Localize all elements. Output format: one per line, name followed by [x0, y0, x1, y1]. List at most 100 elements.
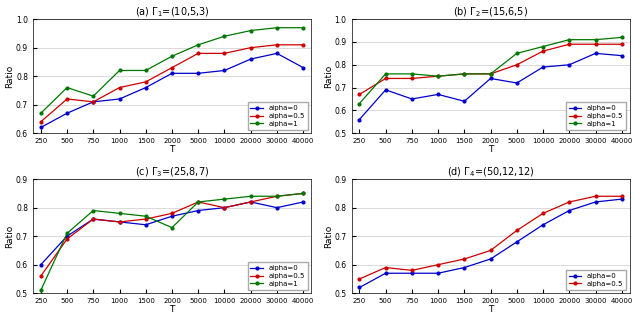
- alpha=1: [168, 226, 176, 229]
- alpha=0: [300, 200, 307, 204]
- alpha=0.5: [408, 76, 416, 80]
- X-axis label: T: T: [488, 146, 493, 155]
- alpha=0.5: [116, 220, 124, 224]
- alpha=1: [540, 44, 547, 48]
- alpha=0.5: [461, 72, 468, 76]
- alpha=1: [195, 200, 202, 204]
- alpha=0: [618, 54, 626, 58]
- alpha=1: [382, 72, 390, 76]
- alpha=0.5: [142, 217, 150, 221]
- alpha=0.5: [487, 72, 495, 76]
- alpha=0.5: [273, 194, 281, 198]
- alpha=1: [461, 72, 468, 76]
- alpha=1: [566, 38, 573, 42]
- alpha=0.5: [90, 100, 97, 104]
- alpha=0.5: [356, 92, 364, 96]
- alpha=1: [300, 191, 307, 195]
- Line: alpha=1: alpha=1: [358, 36, 623, 105]
- alpha=1: [273, 26, 281, 30]
- Line: alpha=0.5: alpha=0.5: [40, 192, 305, 277]
- alpha=0.5: [168, 212, 176, 215]
- alpha=1: [116, 212, 124, 215]
- alpha=0.5: [382, 76, 390, 80]
- Legend: alpha=0, alpha=0.5, alpha=1: alpha=0, alpha=0.5, alpha=1: [248, 102, 308, 130]
- alpha=1: [63, 86, 71, 90]
- alpha=0.5: [356, 277, 364, 281]
- alpha=0.5: [116, 86, 124, 90]
- Line: alpha=0.5: alpha=0.5: [358, 43, 623, 96]
- Y-axis label: Ratio: Ratio: [6, 65, 15, 88]
- alpha=0: [273, 206, 281, 210]
- alpha=0: [300, 66, 307, 69]
- alpha=1: [487, 72, 495, 76]
- alpha=0: [566, 63, 573, 67]
- alpha=0: [566, 209, 573, 212]
- Line: alpha=1: alpha=1: [40, 192, 305, 292]
- alpha=1: [37, 111, 45, 115]
- alpha=0.5: [63, 237, 71, 241]
- alpha=0.5: [300, 191, 307, 195]
- alpha=0: [168, 71, 176, 75]
- alpha=0: [116, 97, 124, 101]
- alpha=1: [195, 43, 202, 47]
- alpha=0.5: [247, 46, 255, 50]
- alpha=0: [247, 57, 255, 61]
- alpha=1: [90, 209, 97, 212]
- alpha=0: [168, 214, 176, 218]
- alpha=1: [168, 54, 176, 58]
- alpha=0: [221, 206, 228, 210]
- alpha=1: [247, 194, 255, 198]
- alpha=0: [592, 52, 600, 55]
- alpha=0: [90, 217, 97, 221]
- alpha=0: [513, 81, 521, 85]
- alpha=1: [435, 74, 442, 78]
- X-axis label: T: T: [170, 146, 175, 155]
- Line: alpha=0: alpha=0: [358, 52, 623, 121]
- Legend: alpha=0, alpha=0.5, alpha=1: alpha=0, alpha=0.5, alpha=1: [248, 262, 308, 290]
- alpha=0: [221, 68, 228, 72]
- Line: alpha=0.5: alpha=0.5: [40, 44, 305, 123]
- Y-axis label: Ratio: Ratio: [324, 225, 333, 248]
- alpha=1: [273, 194, 281, 198]
- alpha=0: [90, 100, 97, 104]
- alpha=0.5: [435, 74, 442, 78]
- alpha=0: [487, 257, 495, 261]
- Line: alpha=0.5: alpha=0.5: [358, 195, 623, 280]
- alpha=1: [513, 52, 521, 55]
- alpha=1: [356, 102, 364, 106]
- alpha=0: [540, 223, 547, 227]
- alpha=0: [435, 271, 442, 275]
- alpha=0.5: [592, 42, 600, 46]
- alpha=1: [37, 288, 45, 292]
- alpha=0: [142, 86, 150, 90]
- alpha=1: [142, 214, 150, 218]
- Title: (c) $\Gamma_3$=(25,8,7): (c) $\Gamma_3$=(25,8,7): [135, 165, 209, 179]
- alpha=0.5: [168, 66, 176, 69]
- alpha=0.5: [461, 257, 468, 261]
- alpha=0.5: [618, 42, 626, 46]
- alpha=1: [300, 26, 307, 30]
- alpha=0.5: [487, 249, 495, 252]
- alpha=0.5: [540, 49, 547, 53]
- alpha=0.5: [513, 63, 521, 67]
- alpha=0: [37, 125, 45, 129]
- alpha=0: [63, 111, 71, 115]
- alpha=1: [116, 68, 124, 72]
- Y-axis label: Ratio: Ratio: [6, 225, 15, 248]
- alpha=1: [221, 197, 228, 201]
- Line: alpha=0: alpha=0: [40, 52, 305, 129]
- alpha=0: [461, 99, 468, 103]
- alpha=0: [408, 271, 416, 275]
- alpha=0.5: [142, 80, 150, 84]
- alpha=1: [408, 72, 416, 76]
- alpha=1: [592, 38, 600, 42]
- alpha=1: [221, 34, 228, 38]
- alpha=1: [63, 231, 71, 235]
- alpha=1: [618, 36, 626, 39]
- alpha=0: [142, 223, 150, 227]
- alpha=0: [247, 200, 255, 204]
- alpha=0: [195, 209, 202, 212]
- alpha=0.5: [435, 263, 442, 267]
- alpha=0.5: [566, 42, 573, 46]
- alpha=0.5: [37, 120, 45, 124]
